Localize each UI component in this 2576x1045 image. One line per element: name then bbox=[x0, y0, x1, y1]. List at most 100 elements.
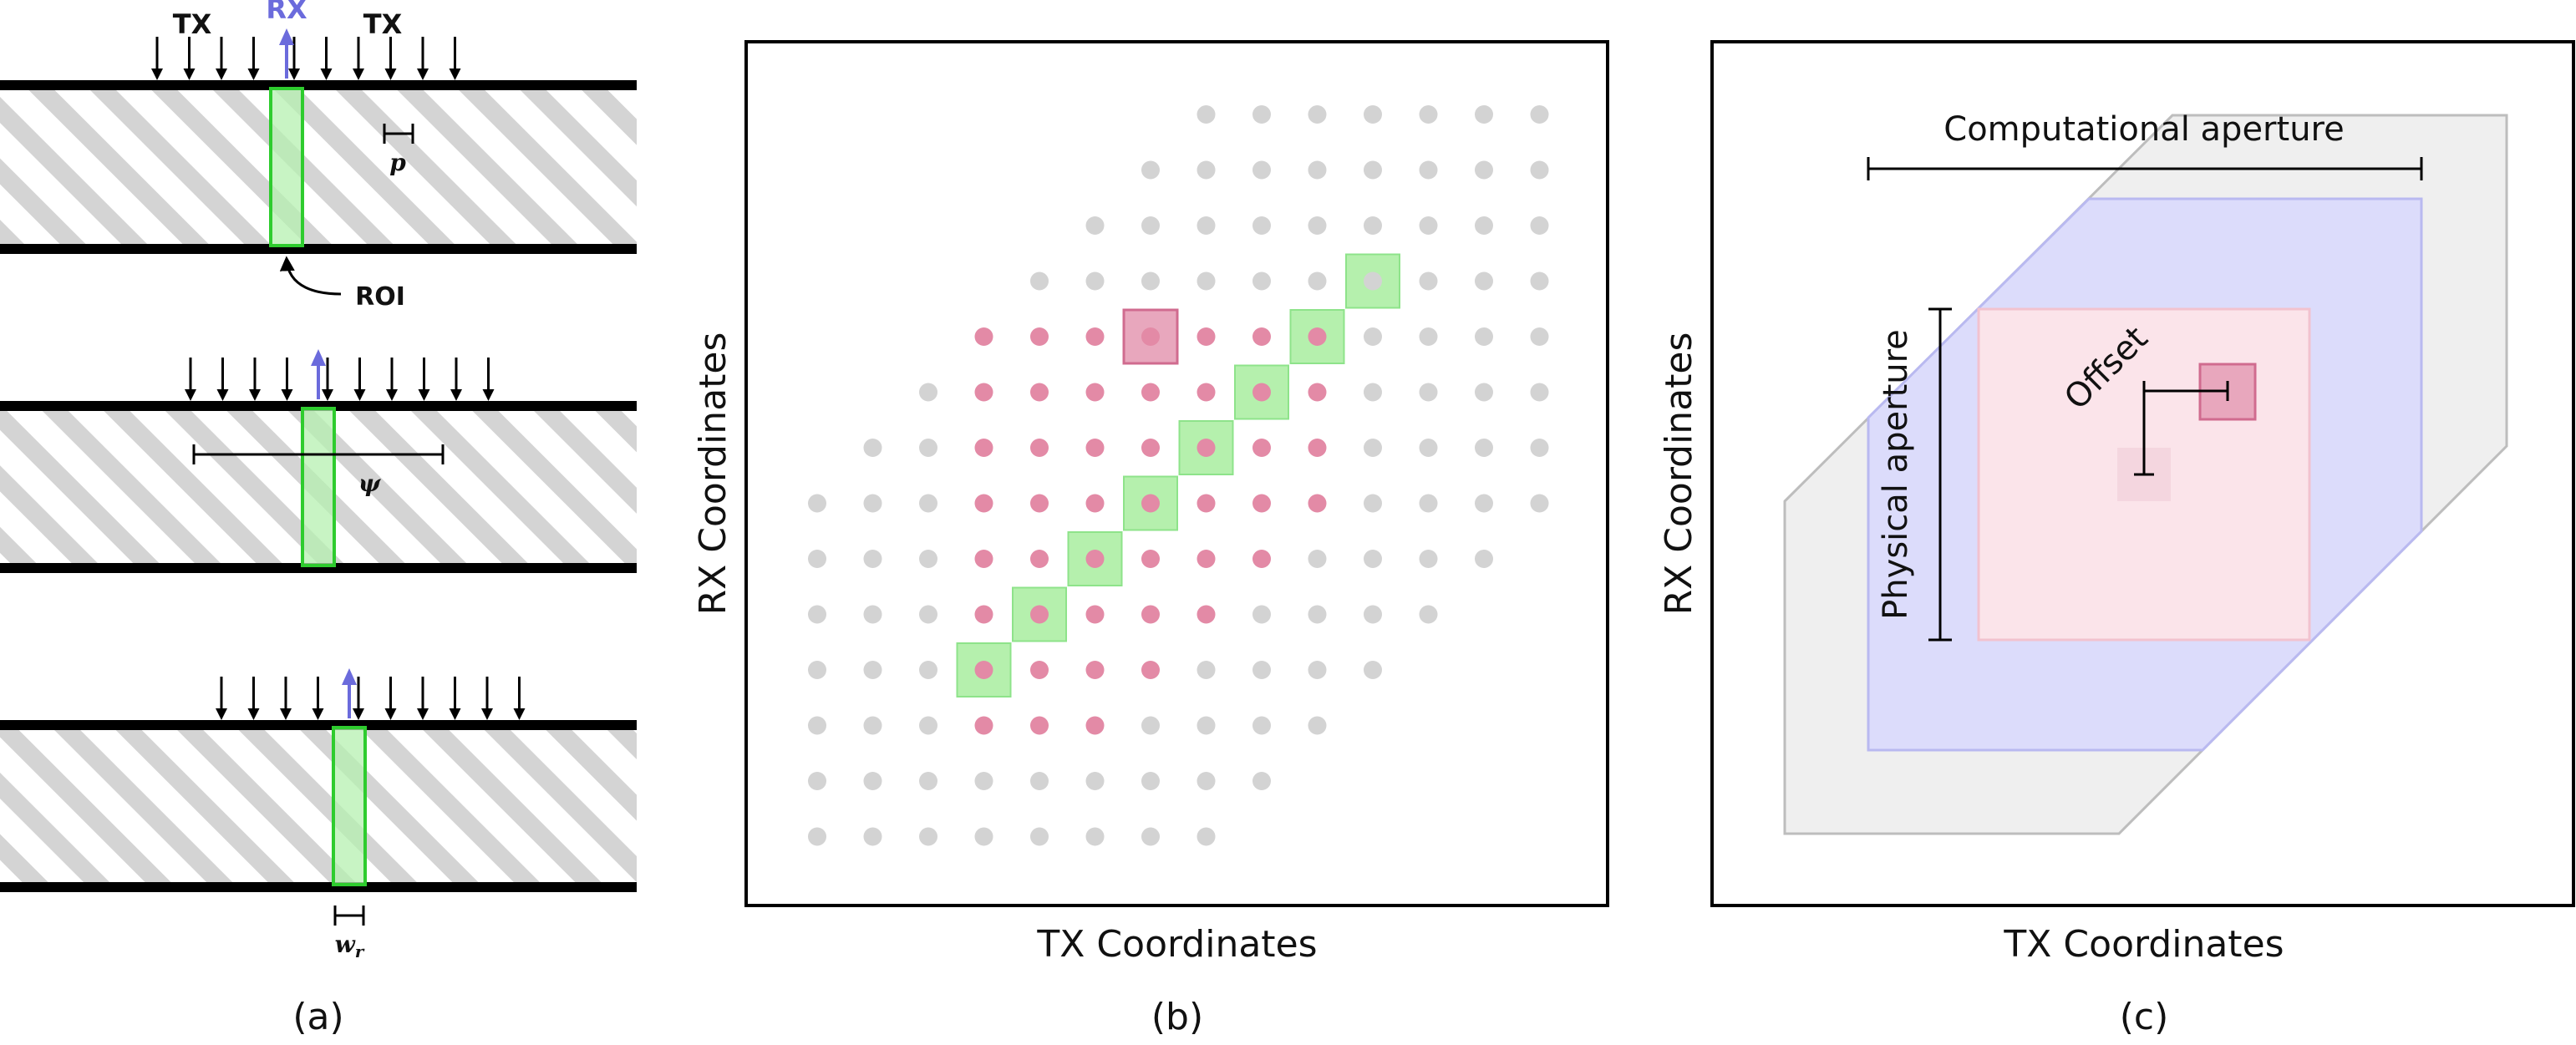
tx-arrow bbox=[320, 37, 333, 80]
grid-dot bbox=[1141, 216, 1160, 235]
grid-dot bbox=[1308, 605, 1327, 624]
grid-dot bbox=[1252, 383, 1271, 402]
tx-arrow bbox=[417, 37, 429, 80]
panel-c: Computational aperture Physical aperture… bbox=[1658, 40, 2575, 1038]
pitch-label: p bbox=[389, 149, 406, 176]
width-symbol: w bbox=[335, 931, 356, 958]
caption-b: (b) bbox=[1151, 996, 1203, 1038]
pitch-marker bbox=[383, 124, 414, 144]
ylabel-c: RX Coordinates bbox=[1658, 332, 1700, 616]
roi-box bbox=[269, 87, 304, 247]
grid-dots bbox=[808, 105, 1549, 846]
grid-dot bbox=[1530, 494, 1549, 513]
grid-dot bbox=[1030, 605, 1049, 624]
grid-dot bbox=[1475, 494, 1493, 513]
grid-dot bbox=[1252, 605, 1271, 624]
grid-dot bbox=[1252, 271, 1271, 291]
roi-box bbox=[301, 407, 336, 567]
grid-dot bbox=[1364, 383, 1382, 402]
grid-dot bbox=[1308, 439, 1327, 457]
caption-a: (a) bbox=[292, 996, 343, 1038]
grid-dot bbox=[1475, 439, 1493, 457]
tx-arrow bbox=[280, 677, 292, 720]
grid-dot bbox=[919, 827, 937, 846]
width-label: wr bbox=[335, 931, 365, 961]
grid-dot bbox=[1419, 160, 1438, 180]
grid-dot bbox=[1252, 439, 1271, 457]
grid-dot bbox=[1475, 105, 1493, 124]
grid-dot bbox=[1252, 661, 1271, 679]
grid-dot bbox=[863, 772, 882, 790]
hatched-medium bbox=[0, 87, 637, 247]
grid-dot bbox=[863, 550, 882, 568]
tx-arrow bbox=[247, 37, 260, 80]
grid-dot bbox=[919, 772, 937, 790]
grid-dot bbox=[863, 439, 882, 457]
grid-dot bbox=[808, 494, 826, 513]
grid-dot bbox=[808, 550, 826, 568]
array-block-1: TX RX TX p ROI bbox=[0, 0, 637, 312]
grid-dot bbox=[1419, 271, 1438, 291]
grid-dot bbox=[1085, 716, 1105, 735]
grid-dot bbox=[1030, 661, 1049, 679]
grid-dot bbox=[1364, 327, 1382, 346]
grid-dot bbox=[1530, 160, 1549, 180]
grid-dot bbox=[974, 605, 993, 624]
grid-dot bbox=[1030, 716, 1049, 735]
grid-dot bbox=[1197, 661, 1216, 679]
grid-dot bbox=[1475, 160, 1493, 180]
width-marker bbox=[333, 905, 365, 926]
grid-dot bbox=[1419, 383, 1438, 402]
grid-dot bbox=[1252, 327, 1271, 346]
grid-dot bbox=[1030, 494, 1049, 513]
grid-dot bbox=[1308, 494, 1327, 513]
grid-dot bbox=[1530, 383, 1549, 402]
grid-dot bbox=[1197, 716, 1216, 735]
grid-dot bbox=[808, 605, 826, 624]
grid-dot bbox=[1197, 271, 1216, 291]
grid-dot bbox=[974, 550, 993, 568]
grid-dot bbox=[1308, 105, 1327, 124]
tx-arrow bbox=[353, 37, 364, 80]
grid-dot bbox=[863, 661, 882, 679]
grid-dot bbox=[1085, 327, 1105, 346]
grid-dot bbox=[1085, 271, 1105, 291]
grid-dot bbox=[1085, 772, 1105, 790]
grid-dot bbox=[1085, 605, 1105, 624]
plot-frame bbox=[744, 40, 1609, 907]
tx-arrow bbox=[384, 677, 397, 720]
offset-bracket bbox=[2134, 381, 2229, 476]
grid-dot bbox=[1475, 216, 1493, 235]
grid-dot bbox=[1252, 160, 1271, 180]
xlabel-c: TX Coordinates bbox=[2003, 923, 2284, 966]
grid-dot bbox=[1364, 160, 1382, 180]
hatched-medium bbox=[0, 727, 637, 885]
tx-arrow bbox=[481, 677, 493, 720]
grid-dot bbox=[1141, 494, 1160, 513]
rx-arrow-shape bbox=[342, 668, 357, 718]
grid-dot bbox=[1141, 716, 1160, 735]
grid-dot bbox=[808, 716, 826, 735]
panel-a: TX RX TX p ROI bbox=[0, 0, 637, 1038]
grid-dot bbox=[863, 494, 882, 513]
tx-label-right: TX bbox=[363, 8, 403, 40]
grid-dot bbox=[974, 439, 993, 457]
grid-dot bbox=[1530, 271, 1549, 291]
tx-arrow bbox=[386, 358, 398, 401]
tx-arrow bbox=[151, 37, 163, 80]
grid-dot bbox=[1308, 550, 1327, 568]
grid-dot bbox=[1141, 772, 1160, 790]
array-block-3: wr bbox=[0, 668, 637, 961]
grid-dot bbox=[974, 383, 993, 402]
grid-dot bbox=[1308, 327, 1327, 346]
grid-dot bbox=[919, 550, 937, 568]
grid-dot bbox=[1141, 327, 1160, 346]
grid-dot bbox=[1085, 827, 1105, 846]
roi-label: ROI bbox=[355, 282, 405, 312]
grid-dot bbox=[974, 327, 993, 346]
grid-dot bbox=[1419, 327, 1438, 346]
rx-arrow bbox=[279, 28, 294, 79]
physical-aperture-label: Physical aperture bbox=[1877, 329, 1915, 620]
grid-dot bbox=[1085, 439, 1105, 457]
grid-dot bbox=[974, 772, 993, 790]
